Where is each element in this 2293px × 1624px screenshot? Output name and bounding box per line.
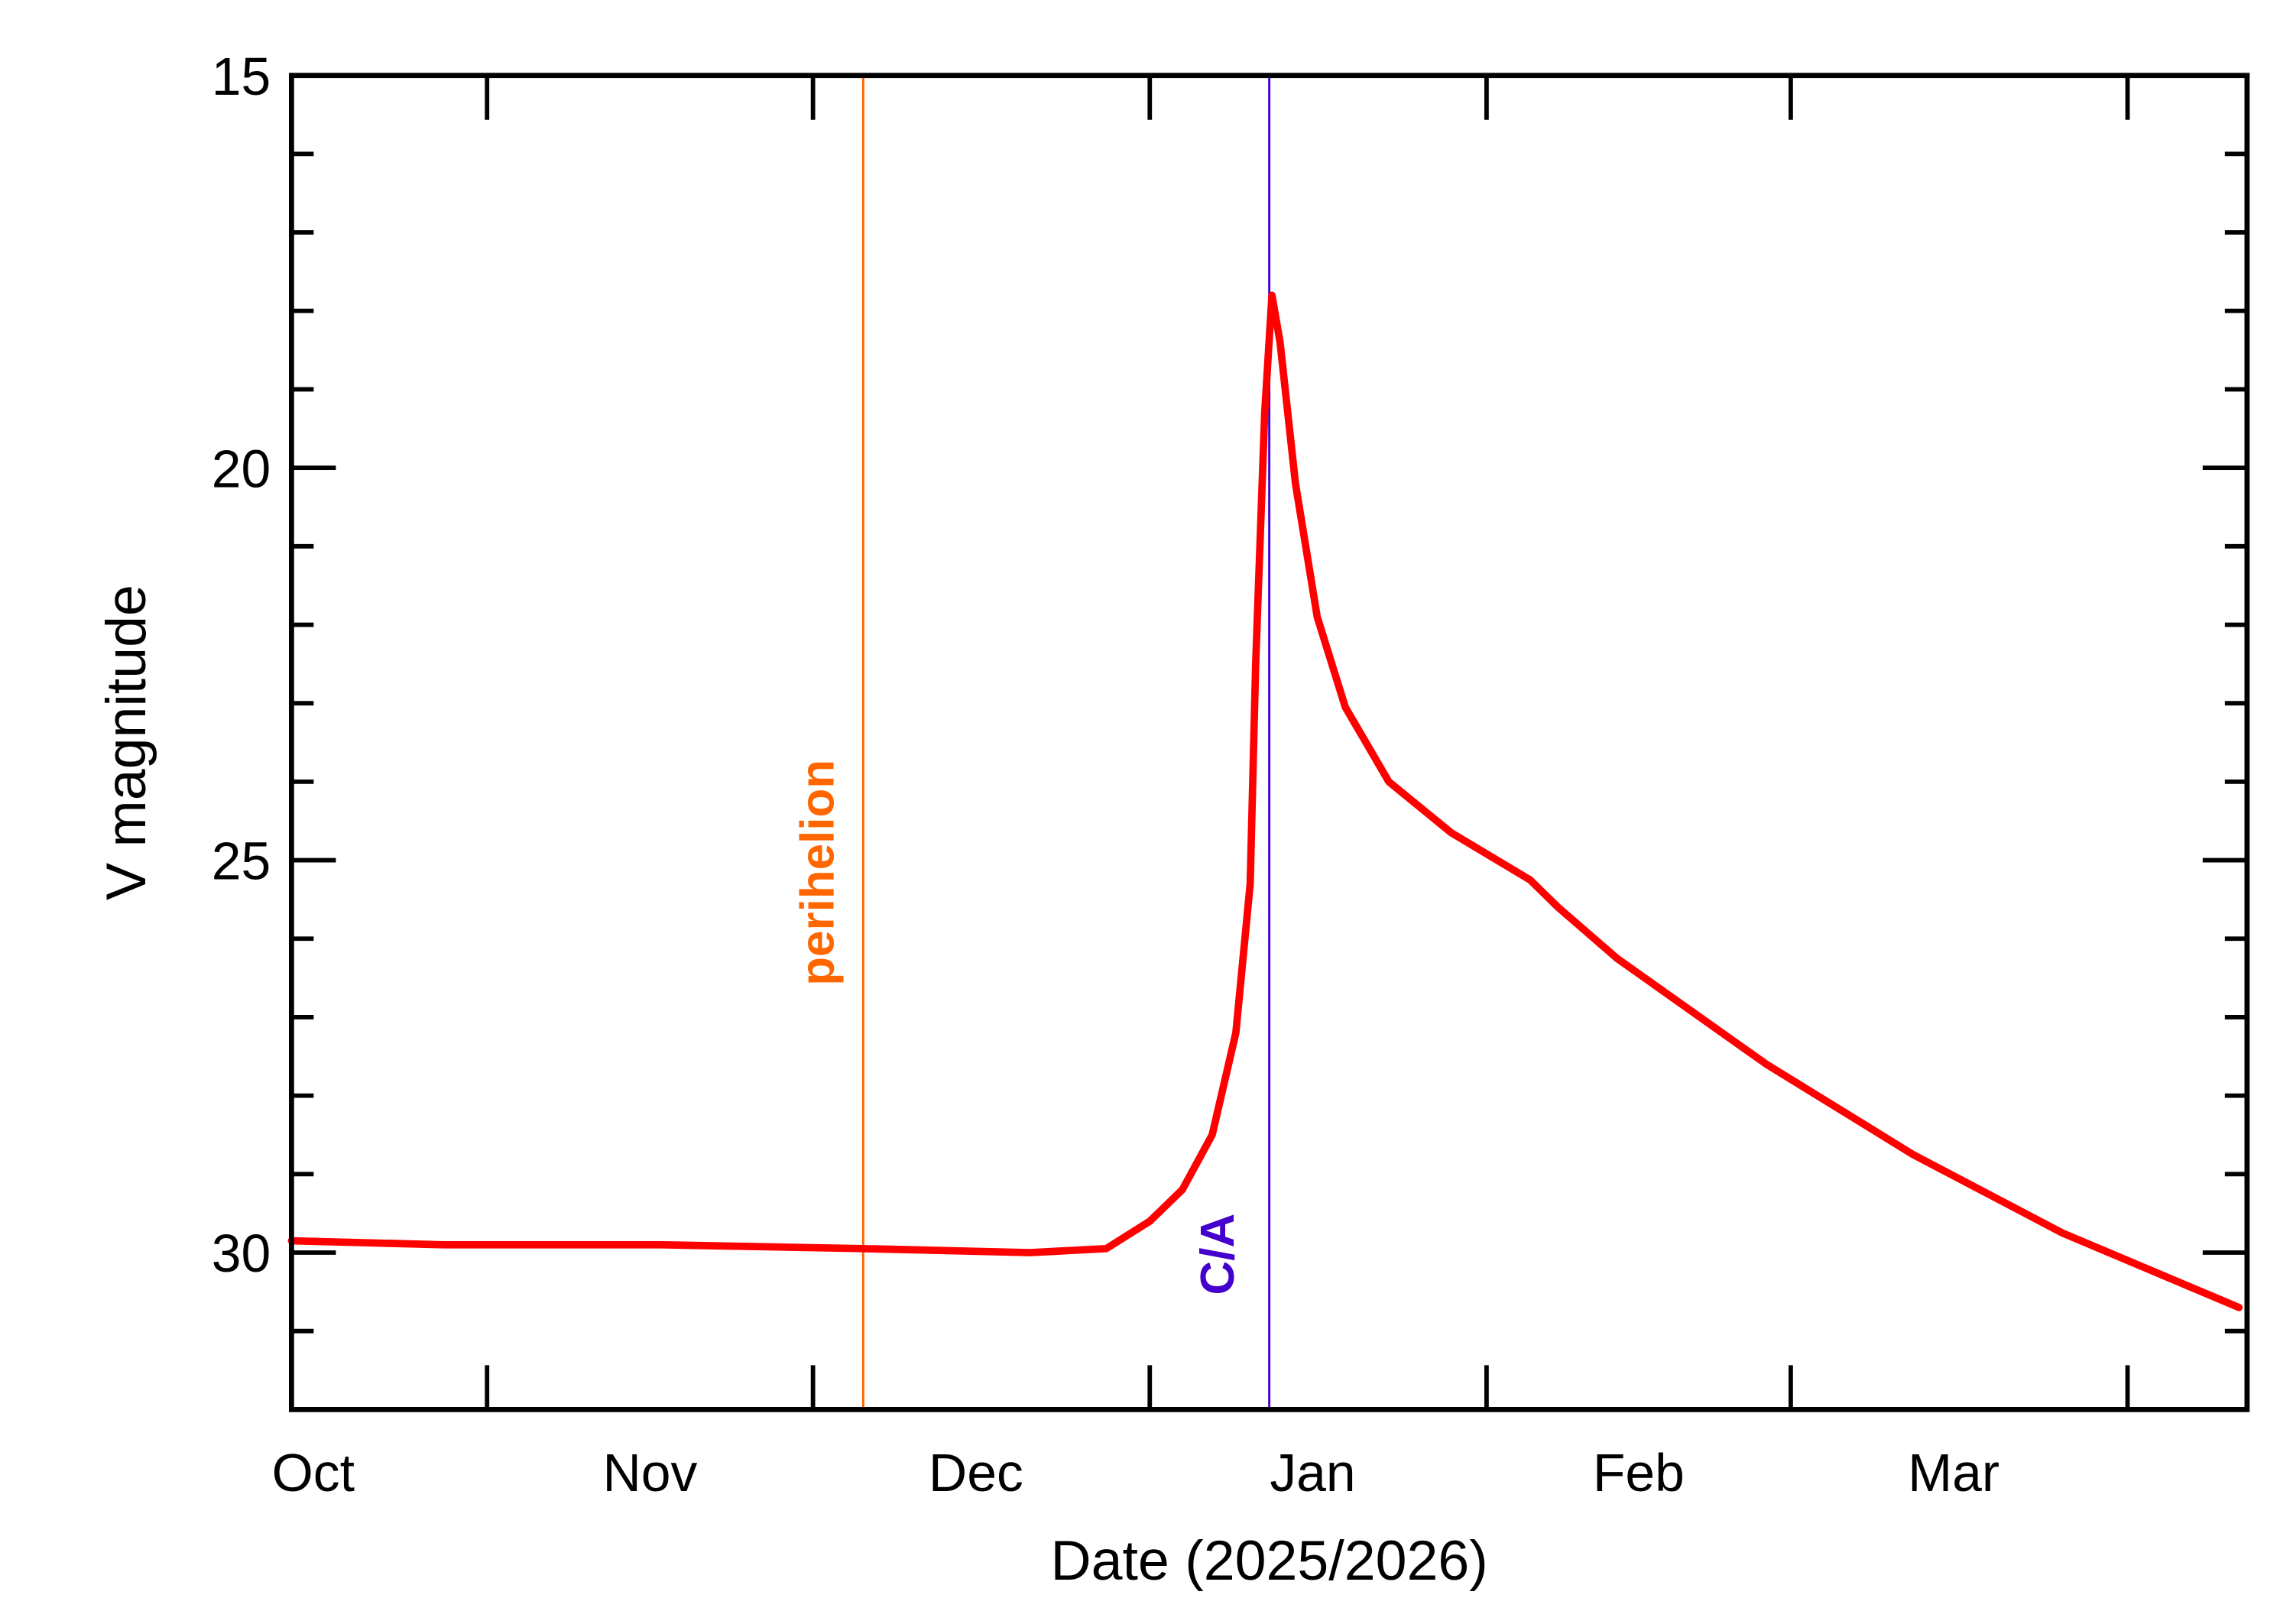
y-tick-labels: 15 20 25 30	[212, 47, 271, 1283]
y-tick-label: 20	[212, 439, 271, 498]
x-tick-label: Dec	[929, 1443, 1023, 1502]
x-tick-label: Mar	[1908, 1443, 1999, 1502]
y-tick-label: 15	[212, 47, 271, 106]
y-tick-label: 25	[212, 831, 271, 891]
perihelion-label: perihelion	[792, 760, 845, 986]
y-axis-title: V magnitude	[94, 585, 157, 900]
x-axis-title: Date (2025/2026)	[1050, 1528, 1487, 1592]
x-tick-label: Nov	[602, 1443, 697, 1502]
closest-approach-label: C/A	[1192, 1214, 1244, 1295]
y-tick-label: 30	[212, 1224, 271, 1283]
x-tick-label: Feb	[1593, 1443, 1685, 1502]
plot-frame	[288, 73, 2250, 1412]
x-tick-labels: Oct Nov Dec Jan Feb Mar	[272, 1443, 1999, 1502]
series-line	[287, 291, 2243, 1311]
x-tick-label: Jan	[1270, 1443, 1355, 1502]
x-tick-label: Oct	[272, 1443, 355, 1502]
